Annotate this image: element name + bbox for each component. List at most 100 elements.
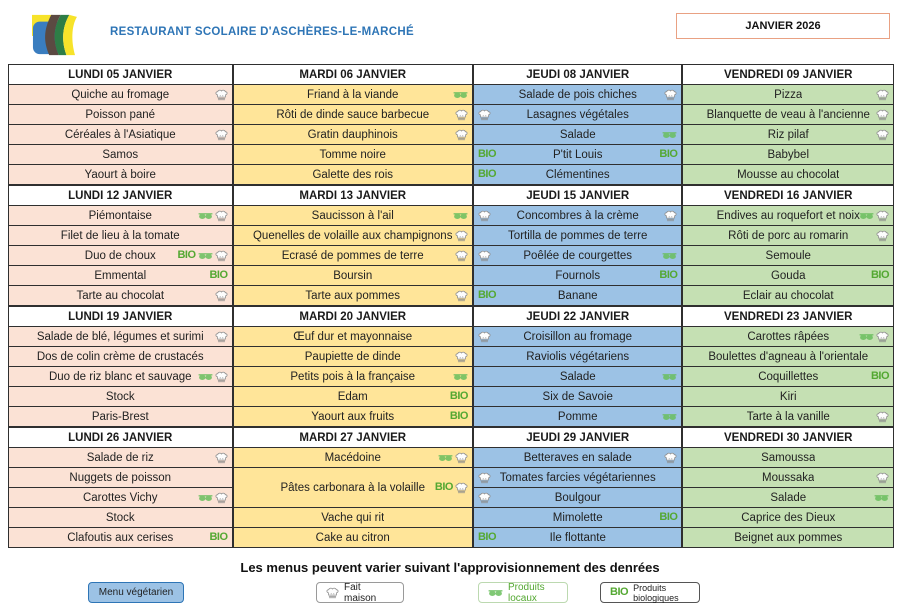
menu-item: Kiri <box>683 387 893 406</box>
menu-item-label: P'tit Louis <box>552 148 603 161</box>
menu-item: Tarte au chocolat <box>9 286 232 305</box>
menu-item: Beignet aux pommes <box>683 528 893 547</box>
menu-item-label: Ecrasé de pommes de terre <box>281 249 424 262</box>
menu-item: Babybel <box>683 145 893 164</box>
menu-item-label: Saucisson à l'ail <box>311 209 394 222</box>
local-products-icon <box>453 212 468 219</box>
day-header: LUNDI 19 JANVIER <box>9 307 232 326</box>
menu-item: BIO P'tit Louis BIO <box>473 145 682 164</box>
chef-hat-icon <box>455 452 468 463</box>
menu-item: Pâtes carbonara à la volaille BIO <box>233 468 472 507</box>
bio-icon: BIO <box>477 148 497 160</box>
menu-item-label: Tortilla de pommes de terre <box>508 229 648 242</box>
menu-item-label: Céréales à l'Asiatique <box>64 128 176 141</box>
item-icons-right: BIO <box>870 266 890 285</box>
menu-item-label: Salade <box>770 491 807 504</box>
menu-item: BIO Banane <box>473 286 682 305</box>
chef-hat-icon <box>455 109 468 120</box>
menu-item: Edam BIO <box>233 387 472 406</box>
menu-item-label: Six de Savoie <box>542 390 613 403</box>
item-icons-right <box>876 85 889 104</box>
menu-item-label: Rôti de dinde sauce barbecue <box>276 108 430 121</box>
local-products-icon <box>663 413 677 420</box>
bio-icon: BIO <box>659 148 678 160</box>
menu-item: Carottes râpées <box>683 327 893 346</box>
item-icons-right <box>664 85 677 104</box>
menu-item-label: Poisson pané <box>85 108 156 121</box>
menu-item-label: Quiche au fromage <box>71 88 170 101</box>
bio-icon: BIO <box>477 531 497 543</box>
chef-hat-icon <box>215 250 227 261</box>
day-header: VENDREDI 30 JANVIER <box>683 428 893 447</box>
menu-item-label: Tarte au chocolat <box>76 289 165 302</box>
menu-item-label: Emmental <box>94 269 147 282</box>
item-icons-right: BIO <box>209 266 228 285</box>
menu-item-label: Duo de riz blanc et sauvage <box>48 370 192 383</box>
chef-hat-icon <box>876 210 889 221</box>
item-icons-right <box>662 125 677 144</box>
menu-item: Blanquette de veau à l'ancienne <box>683 105 893 124</box>
menu-item: Carottes Vichy <box>9 488 232 507</box>
day-header: VENDREDI 16 JANVIER <box>683 186 893 205</box>
local-products-icon <box>859 333 874 340</box>
chef-hat-icon <box>876 129 889 140</box>
menu-item: Quenelles de volaille aux champignons <box>233 226 472 245</box>
menu-item-label: Lasagnes végétales <box>526 108 629 121</box>
day-header: JEUDI 29 JANVIER <box>473 428 682 447</box>
menu-item-label: Mousse au chocolat <box>737 168 840 181</box>
item-icons-right <box>455 286 468 305</box>
day-column: MARDI 06 JANVIER Friand à la viande Rôti d… <box>233 65 472 547</box>
bio-icon: BIO <box>449 410 469 422</box>
item-icons-right: BIO <box>209 528 228 547</box>
item-icons-right <box>453 206 468 225</box>
legend-fait-maison-label: Fait maison <box>344 581 377 604</box>
chef-hat-icon <box>876 472 889 483</box>
menu-item: Œuf dur et mayonnaise <box>233 327 472 346</box>
menu-item: BIO Clémentines <box>473 165 682 184</box>
bio-icon: BIO <box>870 269 890 281</box>
item-icons-right <box>215 85 228 104</box>
item-icons-right <box>859 206 889 225</box>
menu-item: Moussaka <box>683 468 893 487</box>
local-products-icon <box>198 373 212 380</box>
bio-icon: BIO <box>449 390 469 402</box>
menu-item: Petits pois à la française <box>233 367 472 386</box>
menu-item: Salade de pois chiches <box>473 85 682 104</box>
chef-hat-icon <box>215 492 227 503</box>
item-icons-left <box>478 468 491 487</box>
menu-item-label: Pâtes carbonara à la volaille <box>280 481 425 494</box>
item-icons-right <box>876 468 889 487</box>
menu-item-label: Mimolette <box>552 511 603 524</box>
menu-item: Poêlée de courgettes <box>473 246 682 265</box>
menu-item: Salade <box>473 367 682 386</box>
day-header: MARDI 20 JANVIER <box>233 307 472 326</box>
menu-item: Coquillettes BIO <box>683 367 893 386</box>
menu-item-label: Friand à la viande <box>307 88 399 101</box>
item-icons-right <box>215 125 228 144</box>
local-products-icon <box>663 131 677 138</box>
menu-item: Cake au citron <box>233 528 472 547</box>
menu-item-label: Samoussa <box>761 451 816 464</box>
menu-item: Tarte à la vanille <box>683 407 893 426</box>
item-icons-right <box>438 448 468 467</box>
menu-item-label: Poêlée de courgettes <box>523 249 633 262</box>
day-header: JEUDI 15 JANVIER <box>473 186 682 205</box>
menu-item-label: Beignet aux pommes <box>734 531 843 544</box>
menu-item-label: Œuf dur et mayonnaise <box>293 330 413 343</box>
menu-item: Filet de lieu à la tomate <box>9 226 232 245</box>
menu-item: Pomme <box>473 407 682 426</box>
item-icons-right <box>876 226 889 245</box>
menu-item: Boulettes d'agneau à l'orientale <box>683 347 893 366</box>
item-icons-right <box>455 347 468 366</box>
item-icons-left: BIO <box>478 286 497 305</box>
menu-item: Tarte aux pommes <box>233 286 472 305</box>
local-products-icon <box>438 454 453 461</box>
menu-item-label: Macédoine <box>324 451 381 464</box>
menu-item: Tortilla de pommes de terre <box>473 226 682 245</box>
menu-item: Emmental BIO <box>9 266 232 285</box>
item-icons-right <box>455 226 468 245</box>
chef-hat-icon <box>215 290 227 301</box>
day-header: VENDREDI 23 JANVIER <box>683 307 893 326</box>
legend-bar: Menu végétarien Fait maison Produits loc… <box>0 582 900 608</box>
bio-icon: BIO <box>659 269 678 281</box>
